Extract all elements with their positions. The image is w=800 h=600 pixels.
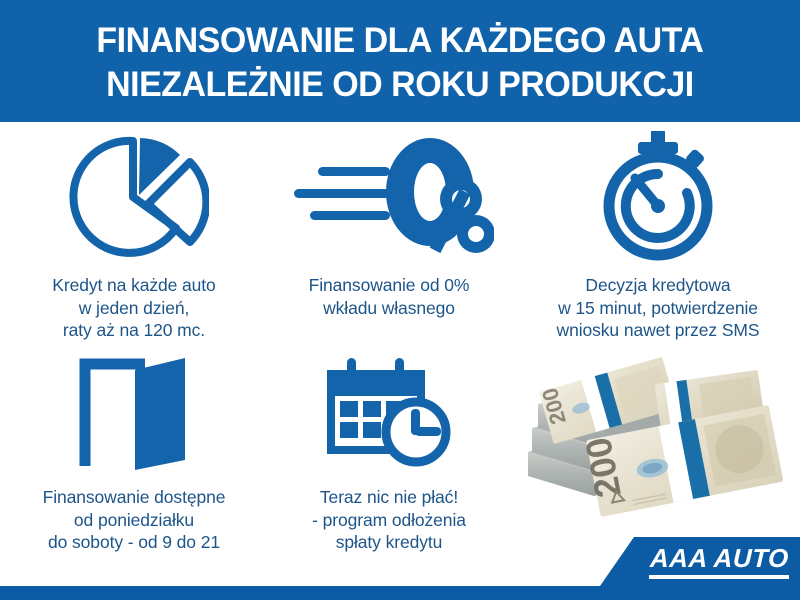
feature-item-credit: Kredyt na każde auto w jeden dzień, raty…: [0, 130, 268, 358]
feature-caption: Finansowanie dostępne od poniedziałku do…: [42, 487, 226, 552]
logo-underline: [649, 574, 789, 579]
stopwatch-icon: [590, 130, 726, 261]
zero-percent-icon: [284, 130, 494, 260]
feature-caption: Finansowanie od 0% wkładu własnego: [308, 275, 470, 318]
feature-item-zero-percent: Finansowanie od 0% wkładu własnego: [262, 130, 516, 358]
logo-inner: AAA AUTO: [638, 537, 800, 586]
logo-text: AAA AUTO: [649, 542, 789, 573]
banknote-stacks-image: 200 200: [516, 356, 800, 536]
open-door-icon: [69, 354, 199, 474]
header-banner: FINANSOWANIE DLA KAŻDEGO AUTA NIEZALEŻNI…: [0, 0, 800, 122]
feature-item-decision-time: Decyzja kredytowa w 15 minut, potwierdze…: [516, 130, 800, 358]
feature-caption: Decyzja kredytowa w 15 minut, potwierdze…: [556, 275, 760, 340]
feature-item-opening-hours: Finansowanie dostępne od poniedziałku do…: [0, 354, 268, 578]
bottom-bar: [0, 586, 800, 600]
header-title-line-2: NIEZALEŻNIE OD ROKU PRODUKCJI: [106, 65, 694, 104]
aaa-auto-logo[interactable]: AAA AUTO: [600, 537, 800, 586]
feature-caption: Kredyt na każde auto w jeden dzień, raty…: [52, 275, 216, 340]
calendar-clock-icon: [319, 354, 459, 474]
feature-caption: Teraz nic nie płać! - program odłożenia …: [312, 487, 466, 552]
pie-chart-icon: [59, 130, 209, 260]
feature-item-deferred-payment: Teraz nic nie płać! - program odłożenia …: [262, 354, 516, 578]
feature-grid: Kredyt na każde auto w jeden dzień, raty…: [0, 122, 800, 578]
header-title-line-1: FINANSOWANIE DLA KAŻDEGO AUTA: [96, 21, 704, 60]
